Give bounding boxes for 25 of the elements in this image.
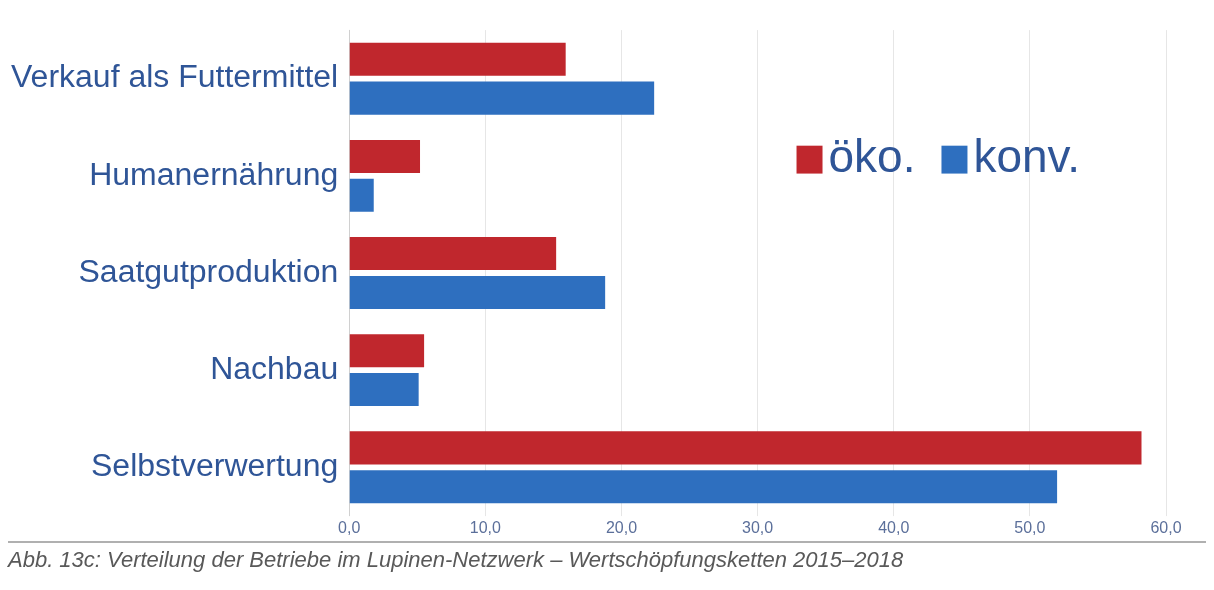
y-tick-label: Verkauf als Futtermittel (11, 58, 339, 95)
bar (349, 81, 655, 115)
x-tick-label: 0,0 (338, 518, 361, 536)
bar (349, 470, 1058, 504)
bar (349, 373, 419, 407)
bar (349, 431, 1142, 465)
y-tick-label: Nachbau (210, 350, 339, 386)
bar (349, 275, 606, 309)
y-tick-label: Saatgutproduktion (78, 252, 339, 289)
bar (349, 178, 374, 212)
y-tick-label: Humanernährung (89, 155, 339, 192)
x-tick-label: 60,0 (1150, 518, 1182, 536)
legend-label: konv. (973, 130, 1080, 183)
x-tick-label: 50,0 (1014, 518, 1046, 536)
x-tick-label: 10,0 (469, 518, 502, 536)
bar (349, 42, 566, 76)
x-tick-label: 40,0 (878, 518, 910, 536)
legend-label: öko. (828, 130, 916, 183)
y-tick-label: Selbstverwertung (91, 447, 339, 484)
bar (349, 139, 421, 173)
bar (349, 237, 557, 271)
bar (349, 334, 425, 368)
caption: Abb. 13c: Verteilung der Betriebe im Lupinen-Netzwerk – Wertschöpfungsketten 2015–2018 (8, 546, 905, 573)
x-tick-label: 30,0 (742, 518, 774, 536)
x-tick-label: 20,0 (605, 518, 638, 536)
